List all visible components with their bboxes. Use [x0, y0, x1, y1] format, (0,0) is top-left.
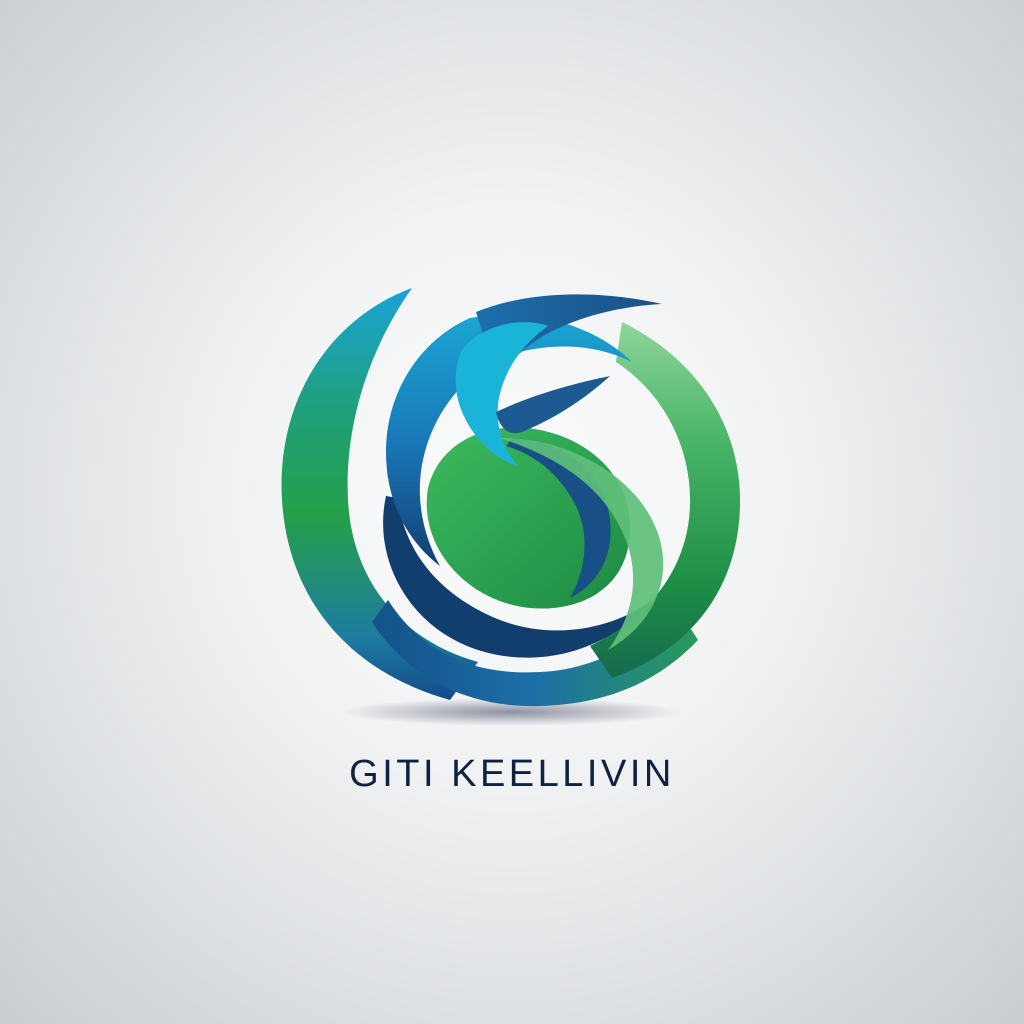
logo-green-ribbon — [500, 437, 664, 650]
logo-cyan-fold — [455, 322, 548, 466]
logo-inner-blue-swirl — [386, 314, 632, 566]
brand-name: GITI KEELLIVIN — [349, 753, 675, 795]
logo-shadow — [340, 698, 680, 726]
logo-top-cap — [476, 294, 662, 388]
logo-bottom-sweep — [372, 600, 698, 707]
logo-inner-crescent — [383, 496, 652, 658]
logo-left-arc — [281, 288, 478, 700]
logo-blade — [496, 376, 610, 434]
logo-right-arc — [590, 322, 741, 678]
